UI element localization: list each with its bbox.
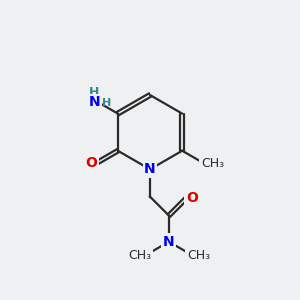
- Text: H: H: [89, 86, 100, 99]
- Text: CH₃: CH₃: [187, 249, 210, 262]
- Text: N: N: [163, 235, 175, 249]
- Text: O: O: [186, 191, 198, 205]
- Text: H: H: [103, 98, 112, 108]
- Text: N: N: [144, 162, 156, 176]
- Text: CH₃: CH₃: [201, 157, 224, 170]
- Text: N: N: [88, 95, 100, 110]
- Text: O: O: [85, 156, 98, 170]
- Text: CH₃: CH₃: [128, 249, 151, 262]
